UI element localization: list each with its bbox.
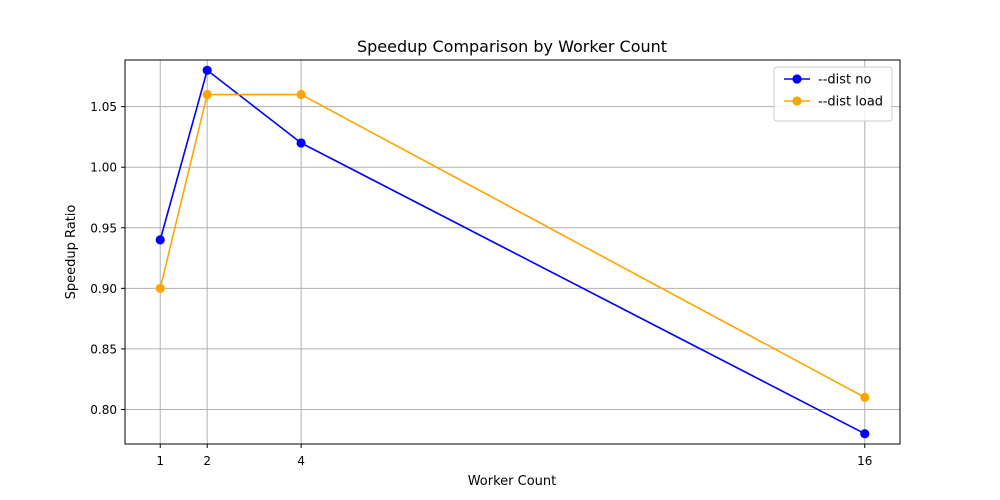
y-tick-label: 0.90 [90, 282, 117, 296]
x-tick-label: 16 [857, 454, 872, 468]
data-point [296, 138, 306, 148]
series-layer [155, 65, 870, 439]
data-point [155, 283, 165, 293]
y-tick-label: 1.05 [90, 100, 117, 114]
y-axis-label: Speedup Ratio [64, 205, 79, 300]
series-line [159, 69, 866, 435]
data-point [296, 89, 306, 100]
y-tick-label: 0.85 [90, 342, 117, 356]
plot-frame [124, 59, 901, 445]
x-tick-label: 1 [156, 454, 164, 468]
legend-swatch-marker [792, 96, 802, 106]
legend-swatch-marker [792, 74, 802, 84]
legend-label: --dist no [818, 73, 871, 88]
data-point [860, 392, 870, 402]
y-tick-label: 0.80 [90, 403, 117, 417]
data-point [860, 429, 870, 439]
y-tick-label: 1.00 [90, 161, 117, 175]
legend: --dist no --dist load [773, 66, 893, 122]
x-axis-label: Worker Count [468, 474, 557, 489]
series-line [159, 93, 866, 399]
data-point [202, 65, 212, 75]
y-tick-label: 0.95 [90, 221, 117, 235]
x-tick-label: 2 [203, 454, 211, 468]
grid-lines [125, 60, 900, 444]
axis-ticks: 1 2 4 16 0.80 0.85 0.90 0.95 1.00 1.05 [90, 100, 872, 468]
legend-label: --dist load [818, 95, 883, 110]
chart-title: Speedup Comparison by Worker Count [357, 37, 667, 56]
data-point [155, 235, 165, 245]
data-point [202, 89, 212, 100]
legend-frame [773, 66, 893, 122]
x-tick-label: 4 [297, 454, 305, 468]
